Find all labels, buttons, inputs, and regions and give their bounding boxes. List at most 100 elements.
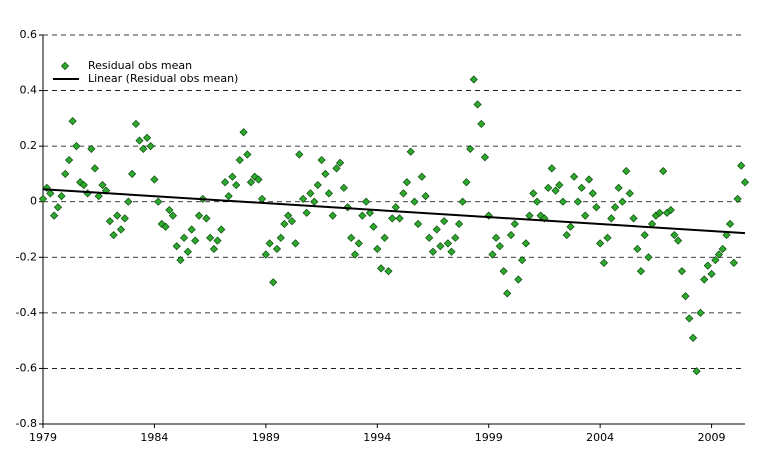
point — [640, 230, 649, 240]
point — [718, 244, 727, 254]
point — [124, 197, 133, 206]
point — [295, 150, 304, 159]
point — [131, 119, 141, 129]
point — [146, 142, 155, 151]
point — [224, 192, 233, 201]
point — [659, 167, 668, 176]
point — [347, 233, 356, 242]
point — [636, 267, 646, 276]
point — [700, 275, 709, 284]
legend-label: Residual obs mean — [88, 59, 192, 72]
point — [53, 203, 63, 212]
point — [217, 225, 226, 234]
point — [473, 100, 482, 109]
point — [246, 178, 256, 187]
point — [569, 172, 579, 181]
point — [321, 169, 330, 179]
point — [558, 197, 568, 206]
point — [261, 250, 270, 259]
point — [633, 244, 642, 254]
point — [428, 247, 438, 256]
point — [213, 236, 222, 245]
point — [707, 269, 716, 279]
x-tick-label: 1994 — [363, 431, 391, 444]
point — [38, 194, 48, 204]
point — [105, 217, 114, 226]
point — [313, 180, 322, 190]
x-tick-label: 1984 — [140, 431, 168, 444]
point — [443, 239, 453, 248]
point — [488, 250, 497, 259]
point — [510, 219, 519, 229]
point — [187, 225, 196, 234]
point — [113, 211, 122, 220]
point — [306, 189, 315, 198]
point — [265, 239, 274, 248]
point — [491, 233, 501, 242]
point — [332, 164, 341, 173]
point — [737, 161, 746, 170]
point — [57, 192, 66, 201]
point — [228, 172, 237, 181]
point — [209, 244, 219, 254]
point — [614, 183, 623, 192]
point — [109, 230, 118, 240]
point — [581, 211, 590, 220]
y-tick-label: -0.6 — [16, 361, 37, 374]
point — [191, 236, 200, 245]
x-tick-label: 1999 — [475, 431, 503, 444]
legend-marker — [60, 61, 70, 71]
point — [284, 211, 293, 220]
point — [547, 164, 556, 173]
point — [644, 253, 653, 262]
point — [499, 267, 508, 276]
point — [436, 242, 445, 251]
point — [458, 197, 467, 206]
point — [733, 194, 742, 204]
point — [90, 164, 100, 173]
point — [302, 208, 311, 217]
point — [139, 144, 148, 154]
point — [729, 258, 738, 267]
point — [206, 233, 215, 242]
point — [68, 117, 77, 126]
point — [577, 183, 586, 192]
legend-label: Linear (Residual obs mean) — [88, 72, 238, 85]
y-tick-label: 0.4 — [20, 84, 38, 97]
point — [677, 267, 687, 276]
point — [599, 258, 609, 267]
point — [432, 225, 441, 234]
point — [551, 186, 560, 195]
point — [157, 219, 166, 229]
point — [391, 203, 400, 212]
point — [220, 178, 230, 187]
trend-line — [42, 188, 746, 235]
point — [324, 189, 334, 198]
point — [622, 167, 631, 176]
point — [350, 250, 360, 259]
point — [72, 142, 81, 151]
point — [440, 217, 449, 226]
point — [150, 175, 159, 184]
point — [395, 214, 404, 223]
point — [692, 367, 701, 376]
point — [135, 136, 144, 145]
point — [740, 178, 750, 187]
y-tick-label: -0.2 — [16, 250, 37, 263]
point — [655, 208, 664, 217]
point — [272, 244, 282, 254]
point — [592, 203, 601, 212]
x-tick-label: 1979 — [29, 431, 57, 444]
point — [454, 219, 464, 229]
point — [666, 205, 675, 215]
point — [154, 197, 163, 206]
point — [168, 211, 178, 220]
point — [179, 233, 189, 242]
point — [725, 219, 735, 229]
y-tick-label: 0 — [30, 195, 37, 208]
point — [451, 233, 460, 242]
point — [373, 244, 382, 254]
point — [555, 180, 564, 190]
point — [447, 247, 456, 256]
point — [469, 75, 478, 84]
